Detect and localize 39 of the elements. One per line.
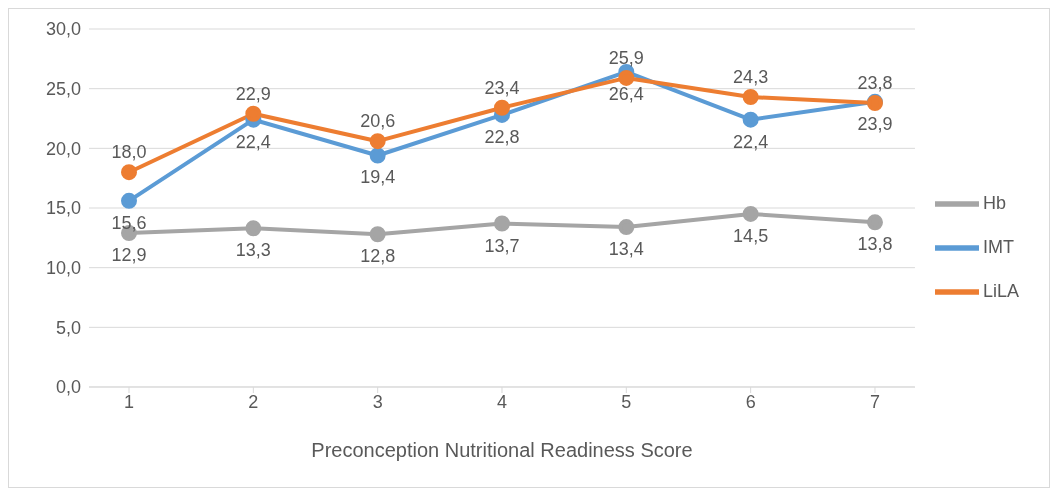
- data-label: 14,5: [733, 225, 769, 246]
- y-tick-label: 5,0: [55, 317, 81, 338]
- y-tick-label: 0,0: [55, 377, 81, 398]
- y-tick-label: 15,0: [45, 198, 81, 219]
- data-label: 25,9: [608, 47, 644, 68]
- legend-label: Hb: [982, 192, 1006, 213]
- data-label: 24,3: [733, 67, 769, 88]
- data-label: 22,4: [235, 131, 271, 152]
- data-label: 19,4: [360, 167, 396, 188]
- data-label: 22,8: [484, 126, 520, 147]
- legend-label: IMT: [982, 236, 1014, 257]
- data-label: 23,9: [857, 113, 893, 134]
- data-label: 12,9: [111, 245, 147, 266]
- x-tick-label: 2: [248, 391, 259, 412]
- data-label: 13,3: [235, 240, 271, 261]
- y-tick-label: 25,0: [45, 79, 81, 100]
- data-label: 13,4: [608, 239, 644, 260]
- x-tick-label: 3: [372, 391, 383, 412]
- data-label: 22,4: [733, 131, 769, 152]
- data-label: 20,6: [360, 111, 396, 132]
- y-tick-label: 20,0: [45, 138, 81, 159]
- x-tick-label: 4: [496, 391, 507, 412]
- data-label: 26,4: [608, 83, 644, 104]
- data-label: 13,8: [857, 234, 893, 255]
- x-tick-label: 1: [123, 391, 135, 412]
- y-tick-label: 10,0: [45, 258, 81, 279]
- x-axis-title: Preconception Nutritional Readiness Score: [311, 439, 693, 461]
- data-label: 15,6: [111, 212, 147, 233]
- data-label: 22,9: [235, 83, 271, 104]
- x-tick-label: 7: [869, 391, 880, 412]
- x-tick-label: 6: [745, 391, 756, 412]
- data-label: 18,0: [111, 142, 147, 163]
- data-label: 13,7: [484, 235, 520, 256]
- y-tick-label: 30,0: [45, 19, 81, 40]
- legend-label: LiLA: [982, 280, 1019, 301]
- x-tick-label: 5: [621, 391, 632, 412]
- data-label: 12,8: [360, 246, 396, 267]
- data-label: 23,8: [857, 72, 893, 93]
- data-label: 23,4: [484, 77, 520, 98]
